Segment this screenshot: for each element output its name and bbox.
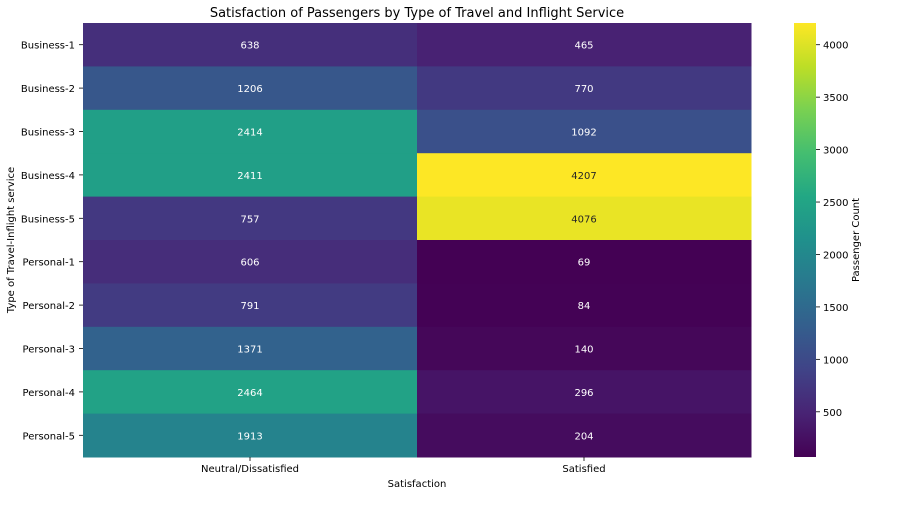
cell-value-label: 4207: [571, 171, 596, 182]
heatmap-cell: [417, 196, 752, 241]
colorbar-tick-label: 1000: [823, 355, 848, 366]
y-axis-label: Type of Travel-Inflight service: [6, 167, 17, 314]
cell-value-label: 465: [574, 41, 593, 52]
y-tick-label: Personal-1: [23, 258, 75, 269]
colorbar-tick-label: 4000: [823, 41, 848, 52]
cell-value-label: 1371: [237, 345, 262, 356]
cell-value-label: 638: [240, 41, 259, 52]
heatmap-cell: [83, 240, 418, 284]
cell-value-label: 770: [574, 84, 593, 95]
x-axis-label: Satisfaction: [388, 479, 447, 490]
heatmap-cell: [83, 370, 418, 415]
y-tick-label: Business-5: [21, 214, 75, 225]
y-tick-label: Personal-3: [23, 345, 75, 356]
colorbar-tick-label: 2000: [823, 250, 848, 261]
y-tick-label: Business-4: [21, 171, 75, 182]
cell-value-label: 296: [574, 388, 593, 399]
heatmap-cell: [417, 23, 752, 67]
heatmap-cells: 638 465 1206 770 2414 1092 2411 4207 757 4076 606 6…: [83, 23, 752, 458]
heatmap-cell: [83, 413, 418, 458]
cell-value-label: 791: [240, 301, 259, 312]
heatmap-cell: [417, 370, 752, 415]
colorbar-tick-label: 2500: [823, 198, 848, 209]
cell-value-label: 4076: [571, 214, 596, 225]
cell-value-label: 204: [574, 431, 593, 442]
heatmap-cell: [417, 240, 752, 284]
colorbar-tick-label: 3500: [823, 93, 848, 104]
y-tick-label: Business-2: [21, 84, 75, 95]
cell-value-label: 140: [574, 345, 593, 356]
y-tick-label: Personal-5: [23, 431, 75, 442]
y-tick-label: Business-3: [21, 128, 75, 139]
cell-value-label: 69: [578, 258, 591, 269]
x-tick-labels: Neutral/Dissatisfied Satisfied: [201, 457, 606, 475]
cell-value-label: 2464: [237, 388, 262, 399]
chart-title: Satisfaction of Passengers by Type of Tr…: [210, 6, 624, 21]
x-tick-label: Satisfied: [562, 464, 605, 475]
heatmap-cell: [83, 109, 418, 154]
cell-value-label: 757: [240, 214, 259, 225]
colorbar-tick-label: 500: [823, 408, 842, 419]
colorbar: [794, 23, 816, 457]
heatmap-cell: [417, 283, 752, 328]
heatmap-cell: [83, 283, 418, 328]
y-tick-labels: Business-1 Business-2 Business-3 Business-4…: [21, 41, 83, 442]
y-tick-label: Business-1: [21, 41, 75, 52]
heatmap-cell: [417, 326, 752, 371]
heatmap-cell: [417, 66, 752, 111]
heatmap-cell: [83, 326, 418, 371]
y-tick-label: Personal-2: [23, 301, 75, 312]
heatmap-cell: [417, 109, 752, 154]
cell-value-label: 2411: [237, 171, 262, 182]
cell-value-label: 1913: [237, 431, 262, 442]
cell-value-label: 84: [578, 301, 591, 312]
colorbar-ticks: 500 1000 1500 2000 2500 3000 3500 4000: [816, 41, 848, 419]
cell-value-label: 2414: [237, 128, 262, 139]
colorbar-tick-label: 1500: [823, 303, 848, 314]
heatmap-cell: [83, 23, 418, 67]
colorbar-tick-label: 3000: [823, 146, 848, 157]
heatmap-cell: [417, 413, 752, 458]
x-tick-label: Neutral/Dissatisfied: [201, 464, 299, 475]
colorbar-label: Passenger Count: [851, 198, 862, 282]
heatmap-cell: [83, 66, 418, 111]
y-tick-label: Personal-4: [23, 388, 75, 399]
cell-value-label: 1092: [571, 128, 596, 139]
cell-value-label: 606: [240, 258, 259, 269]
cell-value-label: 1206: [237, 84, 262, 95]
heatmap-cell: [83, 196, 418, 241]
heatmap-cell: [83, 153, 418, 198]
heatmap-cell: [417, 153, 752, 198]
